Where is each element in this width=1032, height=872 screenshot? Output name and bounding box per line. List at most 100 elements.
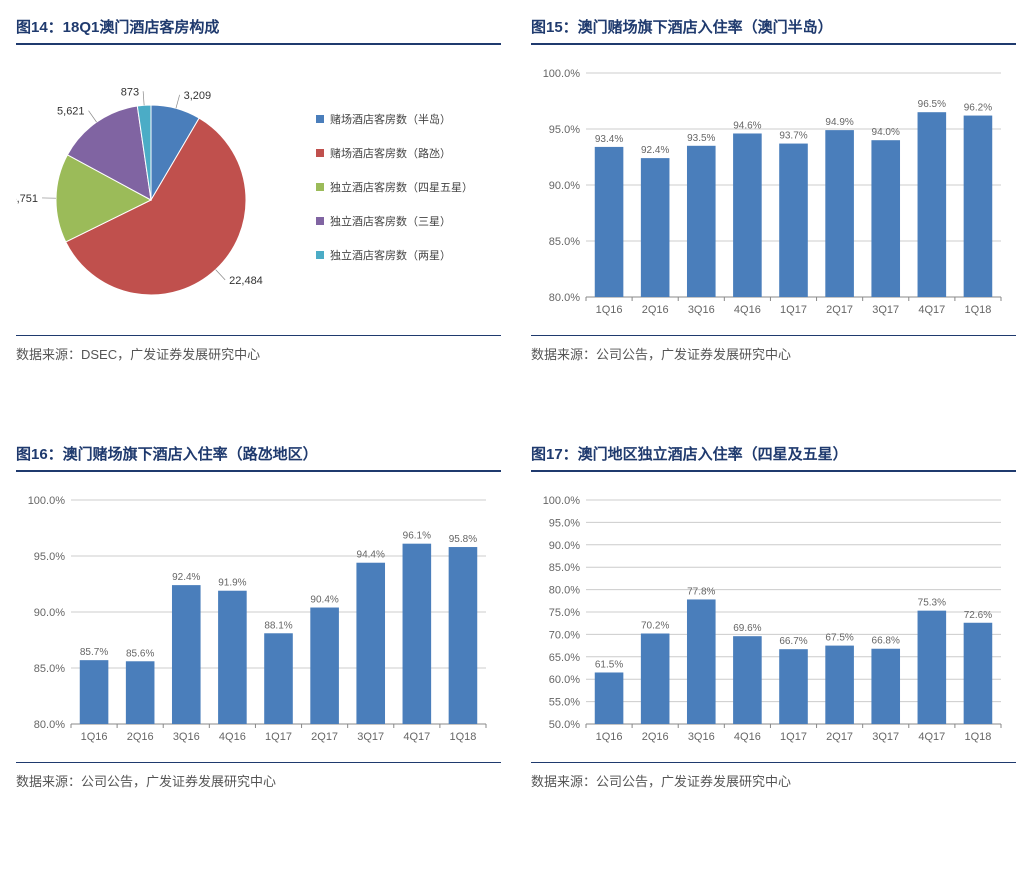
y-axis-label: 50.0% — [549, 719, 580, 731]
x-axis-label: 3Q17 — [872, 731, 899, 743]
y-axis-label: 80.0% — [549, 585, 580, 597]
bar-value-label: 67.5% — [825, 633, 853, 644]
legend-swatch — [316, 115, 324, 123]
bar-value-label: 92.4% — [641, 145, 669, 156]
bar — [641, 158, 670, 297]
y-axis-label: 90.0% — [34, 607, 65, 619]
legend-swatch — [316, 251, 324, 259]
bar-value-label: 94.9% — [825, 117, 853, 128]
x-axis-label: 4Q17 — [918, 731, 945, 743]
bar — [172, 585, 201, 724]
bar-value-label: 94.4% — [357, 550, 385, 561]
x-axis-label: 3Q16 — [173, 731, 200, 743]
x-axis-label: 3Q16 — [688, 731, 715, 743]
pie-value-label: 3,209 — [184, 90, 212, 102]
panel-title: 图14：18Q1澳门酒店客房构成 — [16, 16, 501, 45]
panel-source: 数据来源：DSEC，广发证券发展研究中心 — [16, 335, 501, 363]
bar — [733, 636, 762, 724]
x-axis-label: 3Q16 — [688, 304, 715, 316]
panel-fig17: 图17：澳门地区独立酒店入住率（四星及五星） 50.0%55.0%60.0%65… — [531, 443, 1016, 790]
bar-chart-area: 80.0%85.0%90.0%95.0%100.0%85.7%1Q1685.6%… — [16, 482, 501, 752]
panel-title: 图16：澳门赌场旗下酒店入住率（路氹地区） — [16, 443, 501, 472]
y-axis-label: 80.0% — [34, 719, 65, 731]
y-axis-label: 85.0% — [549, 236, 580, 248]
panel-fig14: 图14：18Q1澳门酒店客房构成 3,20922,4845,7515,62187… — [16, 16, 501, 363]
legend-label: 独立酒店客房数（两星） — [330, 248, 451, 262]
x-axis-label: 4Q16 — [734, 304, 761, 316]
legend-swatch — [316, 149, 324, 157]
x-axis-label: 1Q16 — [81, 731, 108, 743]
bar — [825, 646, 854, 724]
bar-value-label: 95.8% — [449, 534, 477, 545]
x-axis-label: 2Q17 — [826, 731, 853, 743]
legend-swatch — [316, 217, 324, 225]
bar-value-label: 93.7% — [779, 131, 807, 142]
bar — [641, 634, 670, 724]
x-axis-label: 3Q17 — [357, 731, 384, 743]
x-axis-label: 2Q17 — [826, 304, 853, 316]
pie-chart-svg: 3,20922,4845,7515,621873赌场酒店客房数（半岛）赌场酒店客… — [16, 55, 501, 325]
bar — [126, 661, 155, 724]
bar-value-label: 96.5% — [918, 99, 946, 110]
bar — [264, 633, 293, 724]
x-axis-label: 2Q16 — [127, 731, 154, 743]
bar — [779, 649, 808, 724]
bar-chart-area: 50.0%55.0%60.0%65.0%70.0%75.0%80.0%85.0%… — [531, 482, 1016, 752]
bar-value-label: 93.5% — [687, 133, 715, 144]
bar — [403, 544, 432, 724]
y-axis-label: 100.0% — [543, 495, 581, 507]
x-axis-label: 2Q16 — [642, 304, 669, 316]
y-axis-label: 95.0% — [34, 551, 65, 563]
legend-swatch — [316, 183, 324, 191]
bar-chart-svg: 80.0%85.0%90.0%95.0%100.0%85.7%1Q1685.6%… — [16, 482, 501, 752]
y-axis-label: 90.0% — [549, 540, 580, 552]
bar-value-label: 88.1% — [264, 620, 292, 631]
y-axis-label: 70.0% — [549, 629, 580, 641]
y-axis-label: 65.0% — [549, 652, 580, 664]
pie-value-label: 22,484 — [229, 275, 263, 287]
bar — [218, 591, 247, 724]
bar — [964, 116, 993, 297]
x-axis-label: 1Q17 — [265, 731, 292, 743]
bar-value-label: 66.8% — [872, 636, 900, 647]
bar-value-label: 72.6% — [964, 610, 992, 621]
bar-value-label: 90.4% — [310, 595, 338, 606]
bar-value-label: 94.0% — [872, 127, 900, 138]
legend-label: 独立酒店客房数（四星五星） — [330, 180, 473, 194]
pie-value-label: 873 — [121, 86, 139, 98]
legend-label: 赌场酒店客房数（路氹） — [330, 146, 451, 160]
y-axis-label: 85.0% — [549, 562, 580, 574]
panel-source: 数据来源：公司公告，广发证券发展研究中心 — [531, 762, 1016, 790]
x-axis-label: 4Q16 — [734, 731, 761, 743]
panel-title: 图17：澳门地区独立酒店入住率（四星及五星） — [531, 443, 1016, 472]
x-axis-label: 1Q18 — [964, 731, 991, 743]
bar-value-label: 94.6% — [733, 120, 761, 131]
y-axis-label: 80.0% — [549, 292, 580, 304]
bar-value-label: 96.1% — [403, 531, 431, 542]
bar — [918, 611, 947, 724]
bar-value-label: 85.6% — [126, 648, 154, 659]
x-axis-label: 4Q16 — [219, 731, 246, 743]
bar — [964, 623, 993, 724]
bar — [871, 649, 900, 724]
x-axis-label: 1Q17 — [780, 731, 807, 743]
x-axis-label: 1Q18 — [964, 304, 991, 316]
bar — [595, 672, 624, 724]
bar-value-label: 66.7% — [779, 636, 807, 647]
pie-value-label: 5,621 — [57, 106, 85, 118]
x-axis-label: 1Q17 — [780, 304, 807, 316]
bar — [871, 140, 900, 297]
y-axis-label: 85.0% — [34, 663, 65, 675]
y-axis-label: 55.0% — [549, 697, 580, 709]
legend-label: 赌场酒店客房数（半岛） — [330, 112, 451, 126]
panel-source: 数据来源：公司公告，广发证券发展研究中心 — [531, 335, 1016, 363]
y-axis-label: 100.0% — [28, 495, 66, 507]
x-axis-label: 1Q16 — [596, 304, 623, 316]
x-axis-label: 1Q16 — [596, 731, 623, 743]
panel-source: 数据来源：公司公告，广发证券发展研究中心 — [16, 762, 501, 790]
legend-label: 独立酒店客房数（三星） — [330, 214, 451, 228]
bar — [80, 660, 109, 724]
y-axis-label: 75.0% — [549, 607, 580, 619]
bar-value-label: 61.5% — [595, 659, 623, 670]
x-axis-label: 4Q17 — [403, 731, 430, 743]
